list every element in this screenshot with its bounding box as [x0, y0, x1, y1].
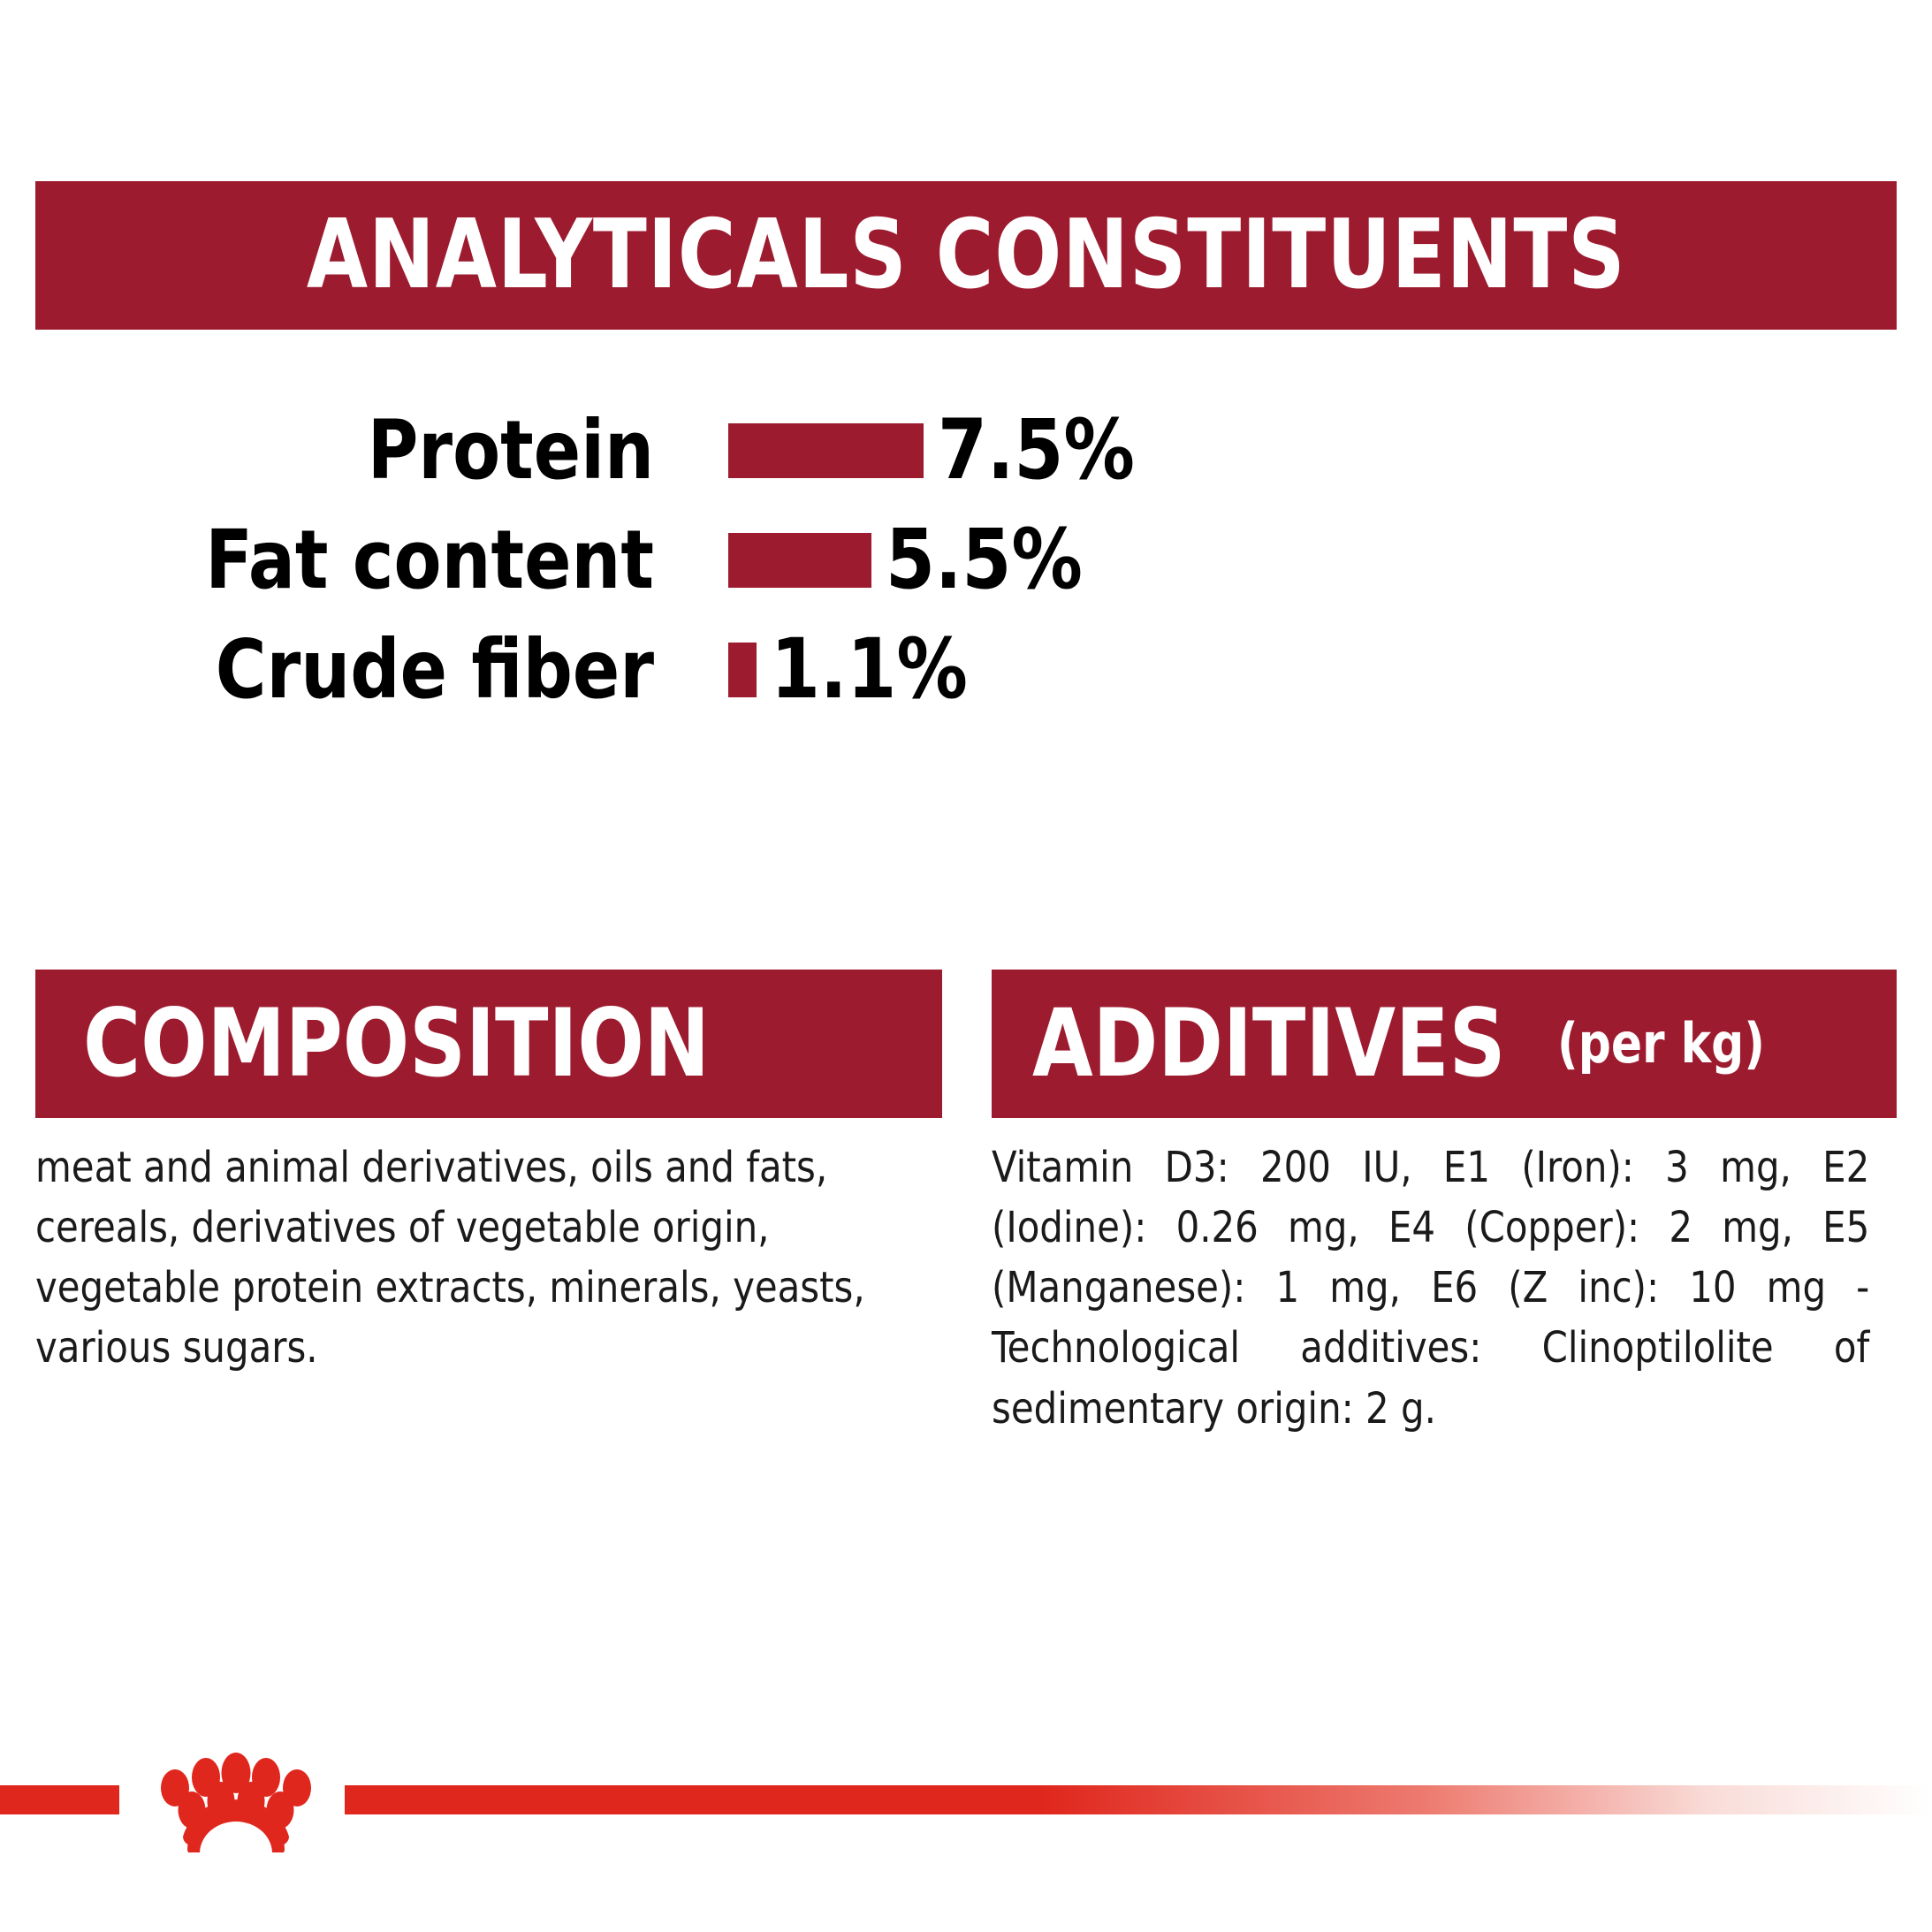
royal-canin-crown-logo-icon — [133, 1738, 336, 1852]
nutrient-bar-protein — [728, 423, 924, 478]
additives-title: ADDITIVES — [1032, 989, 1506, 1098]
composition-body-text: meat and animal derivatives, oils and fa… — [35, 1143, 865, 1373]
additives-title-unit: (per kg) — [1556, 1011, 1765, 1076]
footer-rule-left — [0, 1785, 119, 1814]
nutrient-value-protein: 7.5% — [938, 402, 1135, 498]
nutrient-label-protein: Protein — [367, 403, 654, 498]
nutrient-bar-zone: 7.5% — [728, 409, 1145, 492]
analyticals-chart: Protein 7.5% Fat content 5.5% Crude fibe… — [0, 396, 1932, 725]
composition-title: COMPOSITION — [83, 989, 711, 1098]
nutrient-label-crude-fiber: Crude fiber — [215, 622, 655, 717]
footer — [0, 1738, 1932, 1852]
nutrient-bar-fat-content — [728, 533, 871, 588]
analyticals-constituents-banner: ANALYTICALS CONSTITUENTS — [35, 181, 1897, 330]
additives-section: ADDITIVES (per kg) Vitamin D3: 200 IU, E… — [992, 970, 1897, 1439]
footer-rule-right — [345, 1785, 1932, 1814]
nutrient-value-fat-content: 5.5% — [886, 512, 1083, 608]
nutrient-bar-zone: 5.5% — [728, 519, 1093, 602]
nutrient-bar-zone: 1.1% — [728, 628, 978, 711]
page-title: ANALYTICALS CONSTITUENTS — [306, 200, 1626, 310]
composition-section: COMPOSITION meat and animal derivatives,… — [35, 970, 942, 1379]
additives-banner: ADDITIVES (per kg) — [992, 970, 1897, 1118]
nutrient-row: Protein 7.5% — [0, 396, 1932, 506]
nutrient-value-crude-fiber: 1.1% — [771, 621, 968, 718]
composition-banner: COMPOSITION — [35, 970, 942, 1118]
nutrient-bar-crude-fiber — [728, 643, 757, 697]
nutrient-row: Fat content 5.5% — [0, 506, 1932, 615]
nutrient-label-fat-content: Fat content — [205, 513, 654, 607]
nutrient-row: Crude fiber 1.1% — [0, 615, 1932, 725]
additives-body-text: Vitamin D3: 200 IU, E1 (Iron): 3 mg, E2 … — [992, 1143, 1870, 1434]
